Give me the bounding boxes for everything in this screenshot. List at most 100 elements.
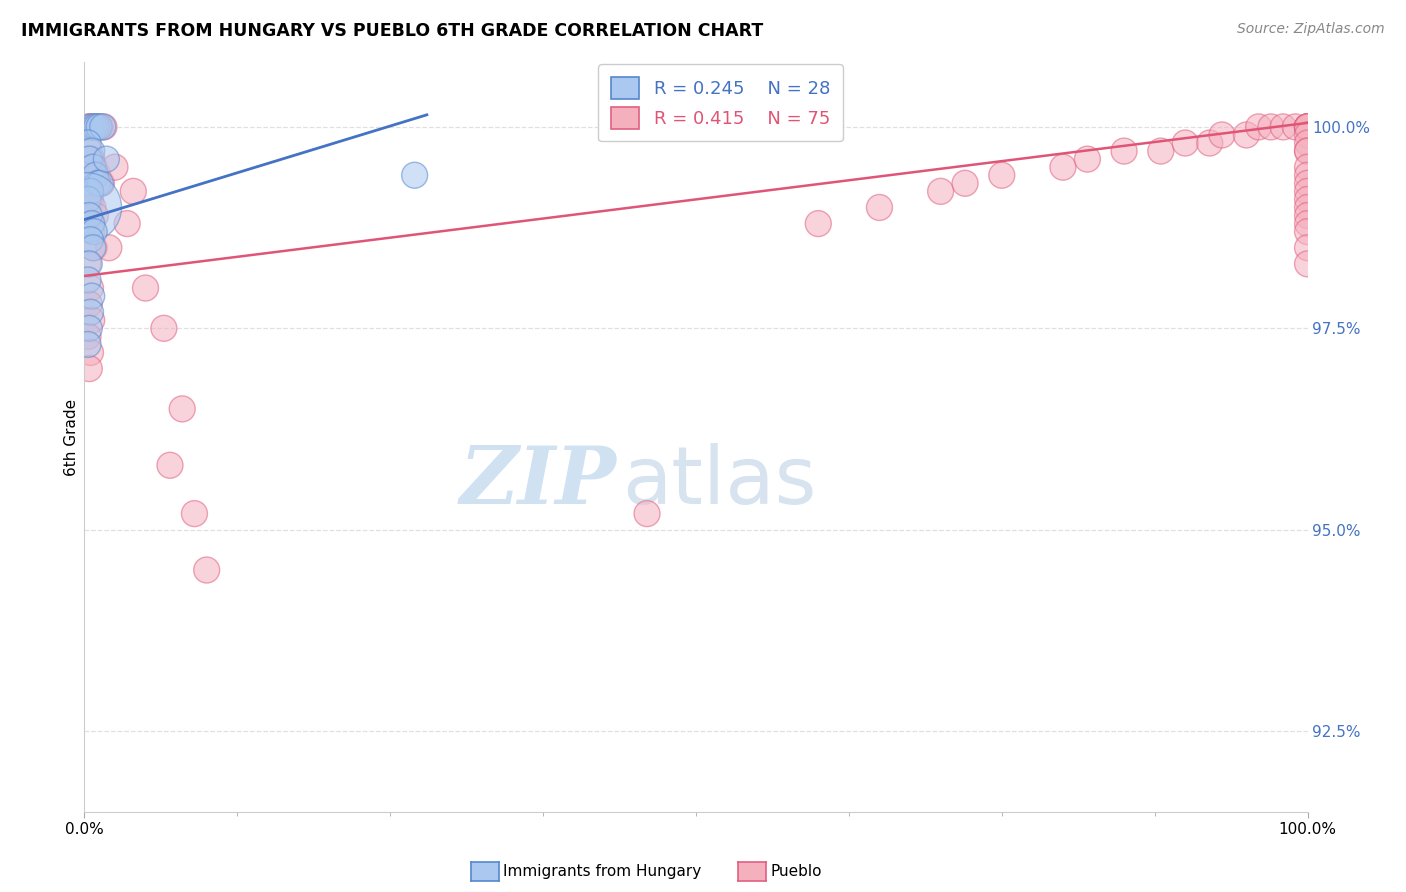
Point [1296,120,1319,134]
Point [79,305,101,319]
Text: atlas: atlas [623,443,817,521]
Point [1272,120,1295,134]
Point [1296,217,1319,231]
Text: Source: ZipAtlas.com: Source: ZipAtlas.com [1237,22,1385,37]
Point [80,313,103,327]
Point [1296,168,1319,182]
Point [77,136,100,150]
Point [636,507,658,521]
Point [93,120,115,134]
Text: Pueblo: Pueblo [770,864,823,879]
Point [1247,120,1270,134]
Point [1296,120,1319,134]
Point [82,241,104,255]
Point [77,273,100,287]
Point [183,507,205,521]
Point [80,225,103,239]
Point [84,209,107,223]
Point [153,321,176,335]
Point [1211,128,1233,142]
Point [77,209,100,223]
Point [77,337,100,351]
Text: IMMIGRANTS FROM HUNGARY VS PUEBLO 6TH GRADE CORRELATION CHART: IMMIGRANTS FROM HUNGARY VS PUEBLO 6TH GR… [21,22,763,40]
Point [929,185,952,199]
Point [1296,120,1319,134]
Point [77,257,100,271]
Point [1296,185,1319,199]
Point [77,185,100,199]
Point [80,289,103,303]
Point [172,401,194,416]
Text: ZIP: ZIP [460,443,616,521]
Legend: R = 0.245    N = 28, R = 0.415    N = 75: R = 0.245 N = 28, R = 0.415 N = 75 [598,64,844,142]
Point [77,361,100,376]
Point [84,168,107,182]
Point [82,201,104,215]
Point [82,120,104,134]
Point [104,160,127,174]
Point [91,120,114,134]
Point [1296,257,1319,271]
Point [1198,136,1220,150]
Point [79,281,101,295]
Point [1296,225,1319,239]
Point [404,168,426,182]
Point [1296,136,1319,150]
Y-axis label: 6th Grade: 6th Grade [63,399,79,475]
Point [86,120,108,134]
Point [122,185,145,199]
Point [90,176,112,190]
Point [87,176,110,190]
Point [77,193,100,207]
Point [1296,120,1319,134]
Point [77,257,100,271]
Point [79,233,101,247]
Point [77,120,100,134]
Point [87,168,110,182]
Point [80,152,103,166]
Point [1296,193,1319,207]
Point [89,176,111,190]
Point [80,217,103,231]
Point [1296,144,1319,158]
Point [79,120,101,134]
Point [807,217,830,231]
Point [195,563,218,577]
Point [1174,136,1197,150]
Point [76,201,98,215]
Point [953,176,976,190]
Point [87,120,110,134]
Point [1296,241,1319,255]
Point [80,144,103,158]
Point [1236,128,1258,142]
Point [1114,144,1136,158]
Point [135,281,157,295]
Point [83,160,105,174]
Point [83,120,105,134]
Point [1296,160,1319,174]
Point [77,144,100,158]
Point [89,120,111,134]
Point [83,225,105,239]
Point [1076,152,1098,166]
Point [869,201,891,215]
Point [1260,120,1282,134]
Point [1296,120,1319,134]
Point [77,297,100,311]
Point [79,185,101,199]
Text: Immigrants from Hungary: Immigrants from Hungary [503,864,702,879]
Point [159,458,181,473]
Point [991,168,1014,182]
Point [1296,120,1319,134]
Point [83,241,105,255]
Point [1296,201,1319,215]
Point [1284,120,1306,134]
Point [77,217,100,231]
Point [1150,144,1173,158]
Point [1296,209,1319,223]
Point [96,152,118,166]
Point [1052,160,1074,174]
Point [1296,128,1319,142]
Point [115,217,138,231]
Point [1296,176,1319,190]
